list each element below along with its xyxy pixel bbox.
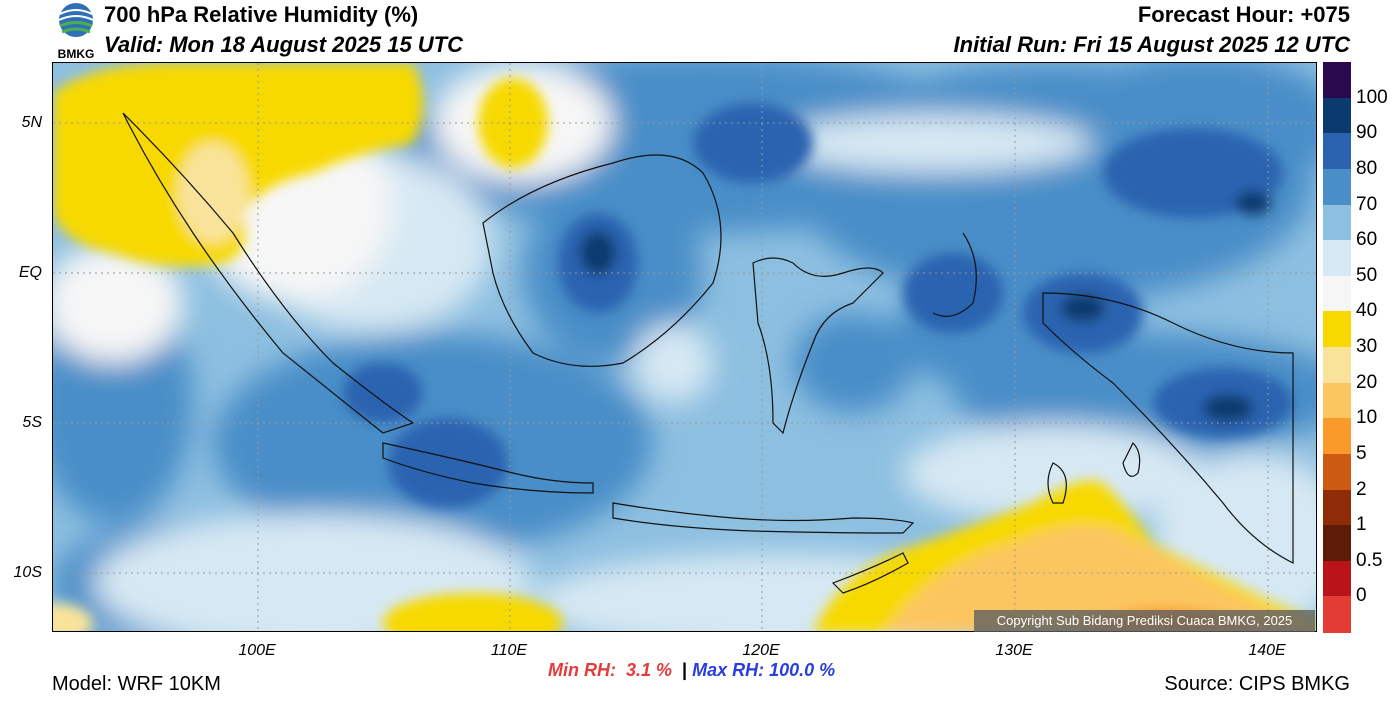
lon-tick-110e: 110E <box>490 642 528 659</box>
colorbar-swatch <box>1323 418 1351 455</box>
colorbar-swatch <box>1323 489 1351 526</box>
colorbar-label: 70 <box>1356 193 1378 215</box>
colorbar-swatch <box>1323 382 1351 419</box>
colorbar-swatch <box>1323 204 1351 241</box>
colorbar-label: 20 <box>1356 371 1378 393</box>
logo-text: BMKG <box>58 47 95 60</box>
colorbar-label: 40 <box>1356 300 1378 322</box>
rh-stats: Min RH: 3.1 % | Max RH: 100.0 % <box>548 660 835 681</box>
min-rh-label: Min RH: <box>548 660 616 680</box>
colorbar-label: 0.5 <box>1356 549 1383 571</box>
colorbar-label: 80 <box>1356 157 1378 179</box>
colorbar-swatch <box>1323 347 1351 384</box>
humidity-field <box>53 63 1316 631</box>
lon-tick-120e: 120E <box>742 642 780 659</box>
max-rh-label: Max RH: <box>692 660 765 680</box>
copyright-notice: Copyright Sub Bidang Prediksi Cuaca BMKG… <box>974 610 1315 632</box>
colorbar-label: 0 <box>1356 585 1367 607</box>
colorbar-swatch <box>1323 275 1351 312</box>
colorbar <box>1323 62 1351 633</box>
max-rh-value: 100.0 % <box>769 660 836 680</box>
colorbar-label: 60 <box>1356 229 1378 251</box>
colorbar-swatch <box>1323 596 1351 633</box>
colorbar-swatch <box>1323 560 1351 597</box>
map-title: 700 hPa Relative Humidity (%) <box>104 2 419 27</box>
lat-tick-5n: 5N <box>21 114 42 131</box>
colorbar-label: 50 <box>1356 264 1378 286</box>
colorbar-swatch <box>1323 97 1351 134</box>
coastlines <box>122 112 1294 594</box>
colorbar-swatch <box>1323 311 1351 348</box>
colorbar-label: 1 <box>1356 514 1367 536</box>
colorbar-label: 90 <box>1356 122 1378 144</box>
stats-separator: | <box>682 660 688 680</box>
lat-tick-eq: EQ <box>18 264 42 281</box>
colorbar-swatch <box>1323 133 1351 170</box>
lat-tick-10s: 10S <box>13 564 42 581</box>
forecast-hour: Forecast Hour: +075 <box>1137 2 1350 27</box>
lon-tick-130e: 130E <box>995 642 1033 659</box>
colorbar-swatch <box>1323 62 1351 99</box>
model-label: Model: WRF 10KM <box>52 673 221 695</box>
min-rh-value: 3.1 % <box>626 660 673 680</box>
colorbar-label: 5 <box>1356 442 1367 464</box>
humidity-map <box>52 62 1317 632</box>
lon-tick-140e: 140E <box>1248 642 1286 659</box>
colorbar-label: 100 <box>1356 86 1388 108</box>
lat-tick-5s: 5S <box>22 414 42 431</box>
lon-tick-100e: 100E <box>238 642 276 659</box>
colorbar-label: 2 <box>1356 478 1367 500</box>
initial-run: Initial Run: Fri 15 August 2025 12 UTC <box>953 32 1350 57</box>
bmkg-logo: BMKG <box>58 3 95 60</box>
valid-time: Valid: Mon 18 August 2025 15 UTC <box>104 32 464 57</box>
source-label: Source: CIPS BMKG <box>1164 673 1350 695</box>
colorbar-swatch <box>1323 525 1351 562</box>
colorbar-swatch <box>1323 240 1351 277</box>
colorbar-label: 30 <box>1356 336 1378 357</box>
colorbar-swatch <box>1323 168 1351 205</box>
colorbar-swatch <box>1323 453 1351 490</box>
colorbar-label: 10 <box>1356 407 1378 429</box>
